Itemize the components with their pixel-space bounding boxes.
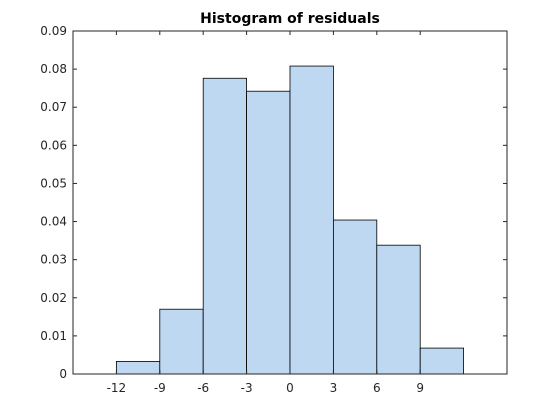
histogram-bar-7	[419, 347, 465, 375]
x-tick-label-6: 6	[373, 381, 381, 395]
histogram-bar-3	[246, 90, 291, 375]
y-axis-ticks: 0 0.01 0.02 0.03 0.04 0.05 0.06 0.07 0.08 0.09	[40, 24, 507, 381]
histogram-bar-0	[116, 361, 161, 375]
y-tick-label-6: 0.06	[40, 138, 67, 152]
x-tick-label-0: -12	[107, 381, 127, 395]
histogram-bar-4	[289, 65, 334, 375]
histogram-bar-2	[202, 77, 247, 375]
bars-group	[116, 65, 465, 375]
x-axis-ticks: -12 -9 -6 -3 0 3 6 9	[107, 31, 424, 395]
x-tick-label-2: -6	[197, 381, 209, 395]
histogram-bar-5	[332, 219, 378, 375]
y-tick-label-1: 0.01	[40, 329, 67, 343]
x-tick-label-5: 3	[330, 381, 338, 395]
x-tick-label-1: -9	[154, 381, 166, 395]
y-tick-label-4: 0.04	[40, 215, 67, 229]
histogram-bar-6	[376, 244, 421, 375]
y-tick-label-8: 0.08	[40, 62, 67, 76]
x-tick-label-4: 0	[286, 381, 294, 395]
y-tick-label-3: 0.03	[40, 253, 67, 267]
x-tick-label-3: -3	[241, 381, 253, 395]
y-tick-label-7: 0.07	[40, 100, 67, 114]
y-tick-label-5: 0.05	[40, 176, 67, 190]
histogram-bar-1	[159, 308, 204, 375]
y-tick-label-2: 0.02	[40, 291, 67, 305]
y-tick-label-0: 0	[59, 367, 67, 381]
chart-title: Histogram of residuals	[200, 11, 380, 27]
y-tick-label-9: 0.09	[40, 24, 67, 38]
x-tick-label-7: 9	[416, 381, 424, 395]
